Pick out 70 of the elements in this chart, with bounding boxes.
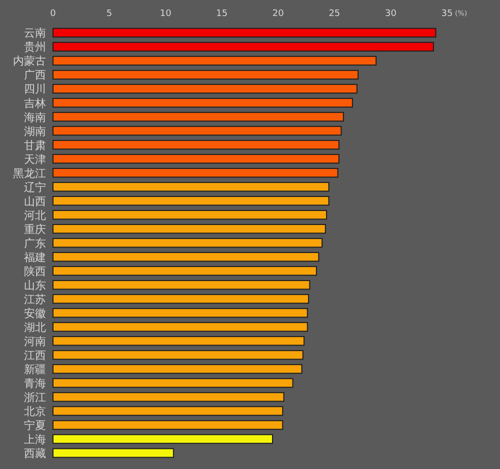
x-tick-label: 15 [216, 9, 228, 19]
bar [52, 336, 305, 346]
y-tick-label: 山西 [24, 194, 46, 208]
x-tick-label: 35 [441, 9, 453, 19]
y-tick-label: 广东 [24, 236, 46, 250]
bar [52, 378, 294, 388]
bar [52, 308, 308, 318]
bar [52, 210, 328, 220]
bar [52, 28, 436, 38]
bar [52, 266, 317, 276]
bar [52, 182, 330, 192]
bar [52, 294, 310, 304]
bar [52, 98, 353, 108]
bar [52, 84, 358, 94]
y-tick-label: 山东 [24, 278, 46, 292]
bar [52, 168, 338, 178]
bar [52, 154, 340, 164]
y-tick-label: 江西 [24, 348, 46, 362]
y-tick-label: 甘肃 [24, 138, 46, 152]
bar [52, 196, 330, 206]
y-tick-label: 云南 [24, 26, 46, 40]
bar [52, 252, 320, 262]
y-tick-label: 湖南 [24, 124, 46, 138]
bar [52, 350, 304, 360]
bar [52, 70, 359, 80]
y-tick-label: 陕西 [24, 264, 46, 278]
y-tick-label: 福建 [24, 250, 46, 264]
y-tick-label: 辽宁 [24, 180, 46, 194]
y-tick-label: 重庆 [24, 222, 46, 236]
bar [52, 420, 284, 430]
y-tick-label: 广西 [24, 68, 46, 82]
x-tick-label: 10 [160, 9, 172, 19]
bar [52, 392, 284, 402]
bar [52, 322, 308, 332]
y-tick-label: 安徽 [24, 306, 46, 320]
bar [52, 42, 434, 52]
y-tick-label: 西藏 [24, 446, 46, 460]
y-tick-label: 河北 [24, 208, 46, 222]
y-tick-label: 浙江 [24, 390, 46, 404]
y-tick-label: 内蒙古 [13, 54, 46, 68]
y-tick-label: 黑龙江 [13, 166, 46, 180]
x-tick-label: 20 [272, 9, 284, 19]
bar [52, 126, 342, 136]
y-tick-label: 四川 [24, 82, 46, 96]
bar [52, 434, 274, 444]
bar [52, 406, 284, 416]
y-tick-label: 上海 [24, 432, 46, 446]
x-tick-label: 0 [50, 9, 56, 19]
y-tick-label: 江苏 [24, 292, 46, 306]
bar [52, 140, 340, 150]
y-tick-label: 海南 [24, 110, 46, 124]
bar [52, 280, 310, 290]
y-tick-label: 新疆 [24, 362, 46, 376]
y-tick-label: 天津 [24, 152, 46, 166]
y-tick-label: 青海 [24, 376, 46, 390]
y-tick-label: 宁夏 [24, 418, 46, 432]
bar [52, 448, 174, 458]
x-tick-label: 5 [106, 9, 112, 19]
y-tick-label: 吉林 [24, 96, 46, 110]
y-tick-label: 湖北 [24, 320, 46, 334]
bar [52, 364, 302, 374]
x-tick-label: 25 [328, 9, 340, 19]
y-tick-label: 北京 [24, 404, 46, 418]
x-tick-label: 30 [384, 9, 397, 19]
bar [52, 238, 323, 248]
y-tick-label: 河南 [24, 334, 46, 348]
bar [52, 224, 326, 234]
bar [52, 56, 377, 66]
y-tick-label: 贵州 [24, 40, 46, 54]
bar [52, 112, 344, 122]
